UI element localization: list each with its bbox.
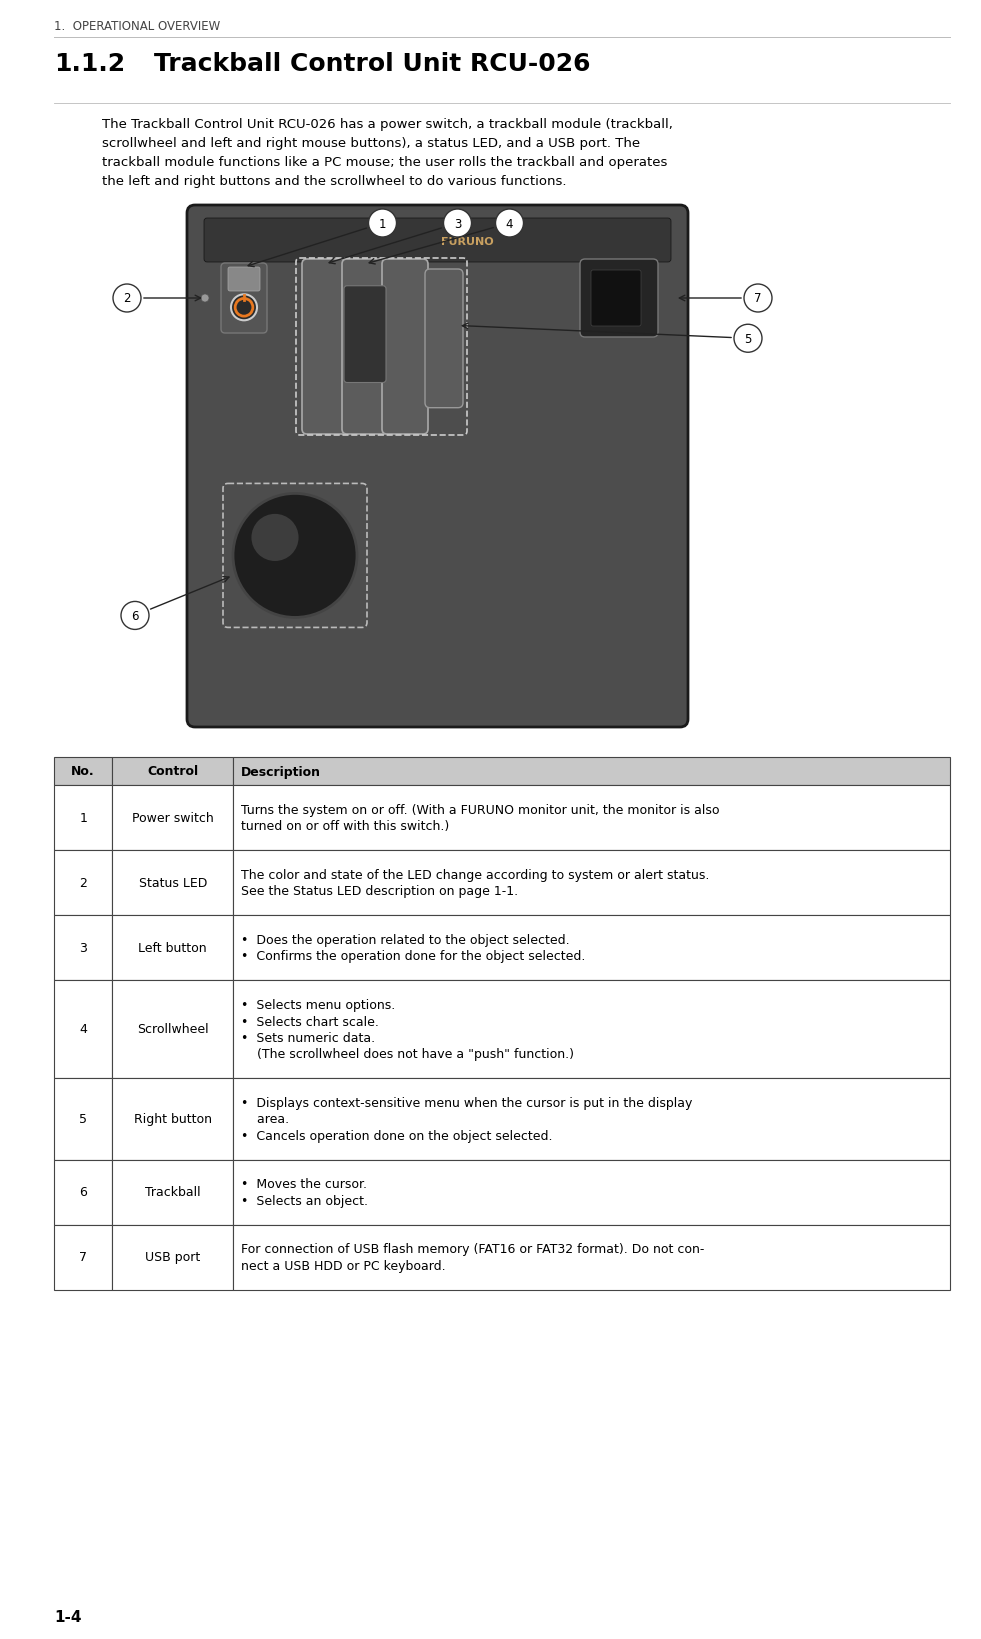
FancyBboxPatch shape <box>591 270 641 326</box>
Text: 1: 1 <box>379 218 387 231</box>
Text: 4: 4 <box>79 1023 87 1036</box>
Text: 1-4: 1-4 <box>54 1609 81 1624</box>
Text: •  Confirms the operation done for the object selected.: • Confirms the operation done for the ob… <box>241 951 586 964</box>
Text: (The scrollwheel does not have a "push" function.): (The scrollwheel does not have a "push" … <box>241 1047 574 1060</box>
Circle shape <box>443 210 472 238</box>
Text: area.: area. <box>241 1113 289 1126</box>
Bar <box>233 980 950 1078</box>
Bar <box>112 785 233 851</box>
FancyBboxPatch shape <box>221 264 267 334</box>
Bar <box>54 916 112 980</box>
Text: the left and right buttons and the scrollwheel to do various functions.: the left and right buttons and the scrol… <box>102 175 566 188</box>
Circle shape <box>495 210 524 238</box>
Bar <box>54 980 112 1078</box>
Text: •  Selects chart scale.: • Selects chart scale. <box>241 1015 379 1028</box>
Text: USB port: USB port <box>145 1251 200 1264</box>
Circle shape <box>233 493 357 618</box>
Bar <box>112 1224 233 1290</box>
Circle shape <box>369 210 396 238</box>
Bar <box>112 1078 233 1160</box>
Text: Scrollwheel: Scrollwheel <box>137 1023 209 1036</box>
Text: 1: 1 <box>79 811 87 824</box>
FancyBboxPatch shape <box>187 207 688 728</box>
Bar <box>54 1224 112 1290</box>
Bar <box>233 1078 950 1160</box>
FancyBboxPatch shape <box>344 287 386 384</box>
Text: 2: 2 <box>79 877 87 890</box>
Bar <box>112 1160 233 1224</box>
Bar <box>112 916 233 980</box>
Text: •  Displays context-sensitive menu when the cursor is put in the display: • Displays context-sensitive menu when t… <box>241 1096 693 1110</box>
FancyBboxPatch shape <box>580 261 658 338</box>
Text: •  Moves the cursor.: • Moves the cursor. <box>241 1178 367 1192</box>
Bar <box>233 851 950 916</box>
Text: For connection of USB flash memory (FAT16 or FAT32 format). Do not con-: For connection of USB flash memory (FAT1… <box>241 1242 704 1255</box>
Text: 1.  OPERATIONAL OVERVIEW: 1. OPERATIONAL OVERVIEW <box>54 20 221 33</box>
Text: Status LED: Status LED <box>138 877 207 890</box>
Text: 5: 5 <box>79 1113 87 1126</box>
Text: Control: Control <box>147 765 198 779</box>
Circle shape <box>201 295 209 303</box>
Bar <box>54 757 112 785</box>
Text: scrollwheel and left and right mouse buttons), a status LED, and a USB port. The: scrollwheel and left and right mouse but… <box>102 138 641 149</box>
Text: •  Sets numeric data.: • Sets numeric data. <box>241 1031 376 1044</box>
Text: 4: 4 <box>506 218 513 231</box>
Bar <box>233 785 950 851</box>
FancyBboxPatch shape <box>342 261 388 434</box>
Bar <box>54 1078 112 1160</box>
Text: 5: 5 <box>745 333 751 346</box>
Bar <box>54 785 112 851</box>
Bar <box>112 980 233 1078</box>
Text: 3: 3 <box>454 218 461 231</box>
Bar <box>233 1224 950 1290</box>
Text: Trackball Control Unit RCU-026: Trackball Control Unit RCU-026 <box>154 52 591 75</box>
Text: Description: Description <box>241 765 321 779</box>
Text: FURUNO: FURUNO <box>441 238 493 247</box>
FancyBboxPatch shape <box>228 267 260 292</box>
Bar <box>54 851 112 916</box>
Text: •  Selects an object.: • Selects an object. <box>241 1195 368 1208</box>
Text: turned on or off with this switch.): turned on or off with this switch.) <box>241 820 449 833</box>
Circle shape <box>231 295 257 321</box>
Text: 2: 2 <box>124 292 130 305</box>
Text: Left button: Left button <box>138 941 207 954</box>
Text: Trackball: Trackball <box>145 1185 200 1198</box>
Circle shape <box>744 285 772 313</box>
Text: 7: 7 <box>754 292 762 305</box>
Circle shape <box>251 515 298 562</box>
Text: The Trackball Control Unit RCU-026 has a power switch, a trackball module (track: The Trackball Control Unit RCU-026 has a… <box>102 118 673 131</box>
Text: •  Selects menu options.: • Selects menu options. <box>241 998 395 1011</box>
Text: Right button: Right button <box>133 1113 212 1126</box>
FancyBboxPatch shape <box>382 261 428 434</box>
Text: trackball module functions like a PC mouse; the user rolls the trackball and ope: trackball module functions like a PC mou… <box>102 156 667 169</box>
Text: Turns the system on or off. (With a FURUNO monitor unit, the monitor is also: Turns the system on or off. (With a FURU… <box>241 803 720 816</box>
Text: The color and state of the LED change according to system or alert status.: The color and state of the LED change ac… <box>241 869 709 882</box>
Circle shape <box>734 325 762 352</box>
Bar <box>233 757 950 785</box>
Bar <box>233 1160 950 1224</box>
Text: 6: 6 <box>79 1185 87 1198</box>
Text: 6: 6 <box>131 610 138 623</box>
FancyBboxPatch shape <box>302 261 348 434</box>
Bar <box>54 1160 112 1224</box>
Text: Power switch: Power switch <box>131 811 214 824</box>
Text: 1.1.2: 1.1.2 <box>54 52 126 75</box>
Text: •  Does the operation related to the object selected.: • Does the operation related to the obje… <box>241 934 570 946</box>
Bar <box>112 851 233 916</box>
Text: •  Cancels operation done on the object selected.: • Cancels operation done on the object s… <box>241 1129 552 1142</box>
FancyBboxPatch shape <box>425 270 463 408</box>
Text: 3: 3 <box>79 941 87 954</box>
Bar <box>112 757 233 785</box>
FancyBboxPatch shape <box>204 220 671 262</box>
Bar <box>233 916 950 980</box>
Circle shape <box>113 285 141 313</box>
Text: 7: 7 <box>79 1251 87 1264</box>
Text: See the Status LED description on page 1-1.: See the Status LED description on page 1… <box>241 885 518 898</box>
Text: nect a USB HDD or PC keyboard.: nect a USB HDD or PC keyboard. <box>241 1259 445 1272</box>
Text: No.: No. <box>72 765 95 779</box>
Circle shape <box>121 602 149 629</box>
